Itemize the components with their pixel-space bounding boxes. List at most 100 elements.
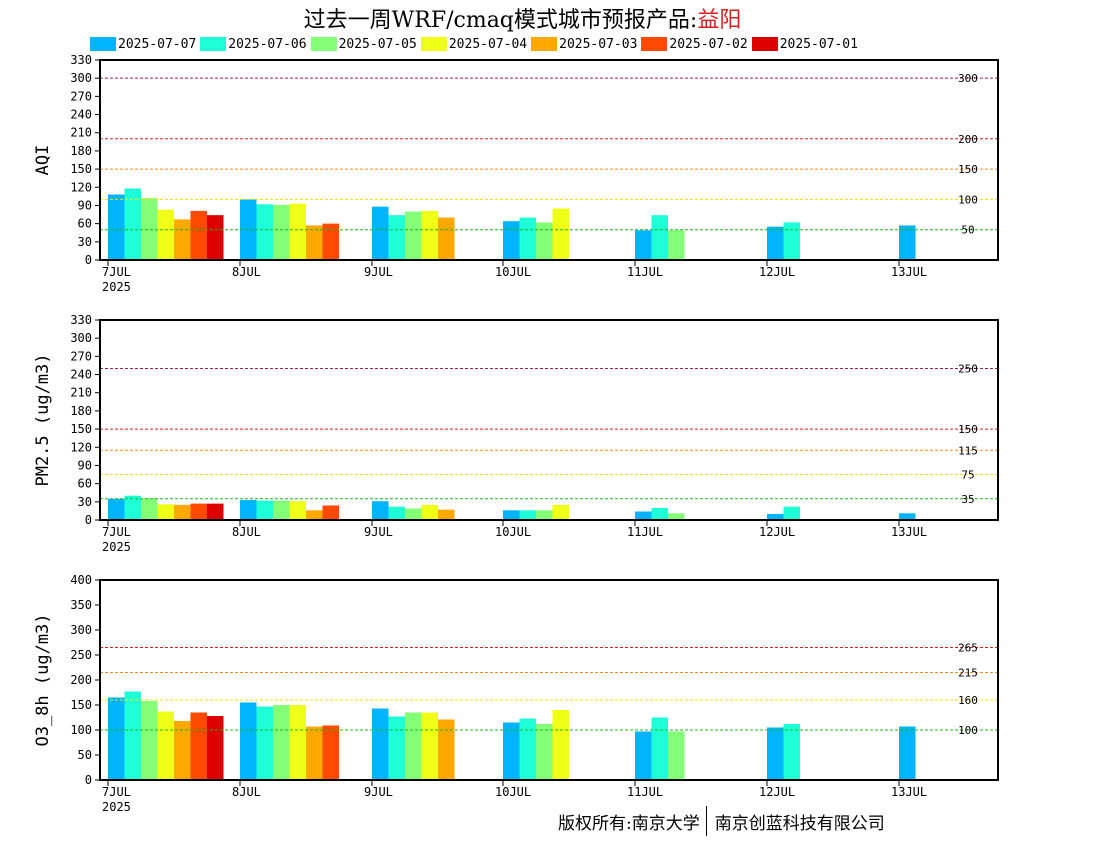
bar [240,500,257,520]
bar [306,726,323,780]
bar [899,726,916,780]
legend-item: 2025-07-01 [751,37,858,52]
x-tick-label: 12JUL [759,265,795,279]
bar [124,188,141,260]
bar [190,712,207,780]
threshold-label: 200 [958,133,978,146]
bar [306,510,323,520]
bar [190,210,207,260]
x-tick-label: 10JUL [495,265,531,279]
y-tick-label: 90 [78,458,92,472]
y-tick-label: 0 [85,513,92,527]
y-tick-label: 270 [70,349,92,363]
threshold-label: 75 [961,469,974,482]
legend-swatch [310,37,337,51]
bar [536,510,553,520]
y-tick-label: 350 [70,598,92,612]
bar [503,510,520,520]
x-tick-label: 7JUL [102,785,131,799]
x-tick-label: 9JUL [364,525,393,539]
bar [668,731,685,780]
bar [273,204,290,260]
footer-company: 南京创蓝科技有限公司 [714,813,885,834]
legend-swatch [90,37,116,51]
legend-item: 2025-07-07 [90,37,196,52]
bar [519,718,536,780]
x-tick-label: 8JUL [232,785,261,799]
x-tick-label: 9JUL [364,785,393,799]
bar [783,222,800,260]
legend-label: 2025-07-02 [669,36,748,52]
y-tick-label: 120 [70,180,92,194]
legend-item: 2025-07-05 [310,36,417,52]
x-tick-label: 9JUL [364,265,393,279]
x-year-label: 2025 [102,800,131,814]
x-tick-label: 8JUL [232,525,261,539]
x-tick-label: 11JUL [627,785,663,799]
bar [503,221,520,260]
bar [438,509,455,520]
bar [388,215,405,260]
y-tick-label: 30 [78,235,92,249]
y-tick-label: 60 [78,477,92,491]
bar [783,724,800,780]
bar [552,208,569,260]
bar [519,217,536,260]
threshold-label: 150 [958,423,978,436]
y-tick-label: 400 [70,573,92,587]
bar [503,722,520,780]
threshold-label: 100 [958,724,978,737]
bar [372,501,389,520]
y-tick-label: 270 [70,89,92,103]
footer: 版权所有:南京大学 南京创蓝科技有限公司 [558,806,885,836]
x-year-label: 2025 [102,280,131,294]
bar [157,504,174,520]
bar [519,510,536,520]
bar [190,503,207,520]
y-axis-label: AQI [33,145,53,176]
bar [289,203,306,260]
y-tick-label: 200 [70,673,92,687]
threshold-label: 115 [958,444,978,457]
bar [108,498,125,520]
threshold-label: 50 [961,224,974,237]
bar [157,711,174,780]
legend: 2025-07-07 2025-07-06 2025-07-05 2025-07-04… [90,36,862,52]
y-tick-label: 0 [85,253,92,267]
legend-label: 2025-07-05 [338,36,417,52]
bar [273,500,290,520]
bar [141,701,158,780]
bar [388,506,405,520]
bar [668,513,685,520]
y-tick-label: 240 [70,368,92,382]
y-tick-label: 300 [70,331,92,345]
legend-swatch [641,37,668,51]
bar [174,721,191,780]
y-tick-label: 250 [70,648,92,662]
legend-item: 2025-07-03 [531,37,637,52]
x-tick-label: 7JUL [102,265,131,279]
threshold-label: 150 [958,163,978,176]
threshold-label: 250 [958,362,978,375]
legend-label: 2025-07-07 [118,36,197,52]
title-prefix: 过去一周WRF/cmaq模式城市预报产品: [303,8,698,33]
bar [783,506,800,520]
bar [651,215,668,260]
page-title: 过去一周WRF/cmaq模式城市预报产品:益阳 [0,2,1045,34]
bar [651,507,668,520]
footer-copyright: 版权所有:南京大学 [558,813,700,834]
bar [635,511,652,520]
y-tick-label: 150 [70,422,92,436]
x-tick-label: 13JUL [891,265,927,279]
x-tick-label: 7JUL [102,525,131,539]
bar [141,498,158,520]
y-tick-label: 0 [85,773,92,787]
bar [322,725,339,780]
bar [240,702,257,780]
y-tick-label: 120 [70,440,92,454]
bar [421,504,438,520]
footer-divider [705,806,707,836]
bar [552,710,569,780]
bar [108,194,125,260]
